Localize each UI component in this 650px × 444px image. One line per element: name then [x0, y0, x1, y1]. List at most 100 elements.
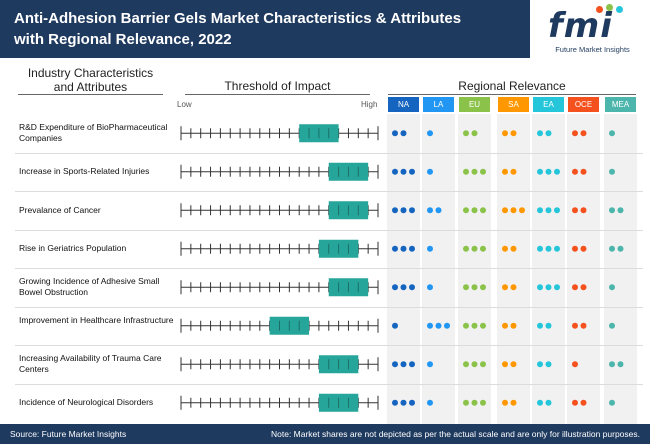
relevance-dot-na [400, 168, 407, 175]
relevance-dot-na [409, 361, 415, 368]
row-label: Incidence of Neurological Disorders [19, 397, 154, 408]
relevance-dot-ea [537, 399, 543, 406]
relevance-dot-la [427, 284, 433, 291]
relevance-dot-na [400, 207, 407, 214]
relevance-dot-eu [463, 399, 469, 406]
relevance-dot-oce [572, 361, 578, 368]
relevance-dot-eu [463, 245, 469, 252]
relevance-dot-oce [580, 168, 587, 175]
logo-dot-icon [596, 6, 603, 13]
relevance-dot-sa [519, 207, 525, 214]
relevance-dot-na [392, 361, 398, 368]
relevance-dot-ea [545, 245, 552, 252]
region-column-na [387, 114, 420, 424]
relevance-dot-eu [471, 399, 478, 406]
relevance-dot-sa [502, 207, 508, 214]
chart-title: Anti-Adhesion Barrier Gels Market Charac… [14, 10, 462, 48]
relevance-dot-la [435, 322, 442, 329]
relevance-dot-sa [510, 399, 517, 406]
relevance-dot-oce [580, 399, 587, 406]
relevance-dot-na [392, 284, 398, 291]
relevance-dot-la [427, 322, 433, 329]
relevance-dot-eu [463, 361, 469, 368]
relevance-dot-sa [502, 284, 508, 291]
scale-low-label: Low [177, 100, 192, 109]
logo-dot-icon [616, 6, 623, 13]
relevance-dot-oce [580, 130, 587, 137]
relevance-dot-sa [510, 361, 517, 368]
row-label: Increase in Sports-Related Injuries [19, 166, 150, 177]
row-separator [15, 191, 643, 192]
region-column-mea [604, 114, 637, 424]
region-badge-ea: EA [533, 97, 564, 112]
relevance-dot-mea [609, 284, 615, 291]
relevance-dot-eu [471, 130, 478, 137]
relevance-dot-sa [510, 322, 517, 329]
regional-underline [388, 94, 636, 95]
region-column-oce [567, 114, 600, 424]
relevance-dot-sa [502, 361, 508, 368]
relevance-dot-la [435, 207, 442, 214]
relevance-dot-na [400, 399, 407, 406]
threshold-heading: Threshold of Impact [224, 79, 331, 93]
note-text: Note: Market shares are not depicted as … [270, 429, 640, 439]
row-separator [15, 306, 643, 308]
relevance-dot-oce [572, 284, 578, 291]
relevance-dot-ea [537, 361, 543, 368]
region-badge-mea: MEA [605, 97, 636, 112]
relevance-dot-ea [545, 399, 552, 406]
relevance-dot-na [392, 399, 398, 406]
relevance-dot-na [409, 207, 415, 214]
region-badge-eu: EU [459, 97, 490, 112]
relevance-dot-ea [545, 207, 552, 214]
row-label: Increasing Availability of Trauma Care C… [19, 353, 162, 375]
relevance-dot-sa [502, 399, 508, 406]
relevance-dot-na [392, 168, 398, 175]
relevance-dot-ea [554, 284, 560, 291]
region-badge-oce: OCE [568, 97, 599, 112]
characteristics-heading: Industry Characteristics and Attributes [27, 66, 154, 94]
relevance-dot-na [409, 168, 415, 175]
relevance-dot-ea [537, 322, 543, 329]
relevance-dot-ea [545, 361, 552, 368]
region-column-la [422, 114, 455, 424]
relevance-dot-eu [480, 168, 486, 175]
relevance-dot-mea [609, 168, 615, 175]
relevance-dot-sa [502, 322, 508, 329]
relevance-dot-ea [554, 207, 560, 214]
relevance-dot-na [409, 284, 415, 291]
logo-mark: fmi [548, 6, 613, 46]
relevance-dot-eu [471, 284, 478, 291]
relevance-dot-la [427, 399, 433, 406]
relevance-dot-mea [609, 361, 615, 368]
relevance-dot-la [444, 322, 450, 329]
relevance-dot-mea [609, 399, 615, 406]
relevance-dot-eu [471, 207, 478, 214]
relevance-dot-na [400, 245, 407, 252]
relevance-dot-sa [510, 168, 517, 175]
relevance-dot-sa [502, 130, 508, 137]
relevance-dot-eu [480, 361, 486, 368]
relevance-dot-oce [580, 245, 587, 252]
row-separator [15, 268, 643, 269]
relevance-dot-ea [545, 130, 552, 137]
relevance-dot-mea [609, 245, 615, 252]
region-column-ea [532, 114, 565, 424]
relevance-dot-na [392, 130, 398, 137]
relevance-dot-ea [545, 168, 552, 175]
relevance-dot-oce [572, 322, 578, 329]
relevance-dot-eu [463, 207, 469, 214]
relevance-dot-eu [463, 168, 469, 175]
region-column-eu [458, 114, 491, 424]
relevance-dot-mea [617, 245, 624, 252]
relevance-dot-mea [617, 207, 624, 214]
row-label: Rise in Geriatrics Population [19, 243, 127, 254]
region-badge-sa: SA [498, 97, 529, 112]
relevance-dot-na [400, 130, 407, 137]
relevance-dot-la [427, 168, 433, 175]
row-separator [15, 152, 643, 154]
relevance-dot-mea [609, 207, 615, 214]
relevance-dot-ea [545, 322, 552, 329]
relevance-dot-eu [463, 322, 469, 329]
